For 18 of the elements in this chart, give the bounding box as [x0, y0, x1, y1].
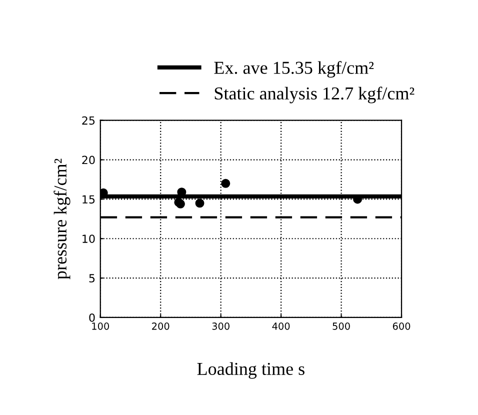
- y-axis-title: pressure kgf/cm²: [54, 158, 70, 280]
- legend-label: Ex. ave 15.35 kgf/cm²: [214, 61, 374, 78]
- y-tick-label: 15: [82, 195, 95, 204]
- y-tick-label: 10: [82, 234, 95, 244]
- x-tick-label: 200: [152, 322, 170, 330]
- y-tick-label: 25: [82, 116, 95, 125]
- x-tick-label: 300: [212, 322, 230, 330]
- x-tick-label: 400: [272, 322, 290, 330]
- legend-label: Static analysis 12.7 kgf/cm²: [214, 86, 414, 104]
- point: [221, 178, 230, 188]
- x-tick-label: 500: [332, 322, 350, 330]
- y-tick-label: 20: [82, 156, 95, 164]
- y-tick-label: 5: [89, 274, 95, 282]
- x-axis-title: Loading time s: [197, 362, 304, 379]
- point: [195, 198, 204, 208]
- y-tick-label: 0: [89, 313, 95, 322]
- x-tick-label: 100: [92, 322, 110, 330]
- x-tick-label: 600: [392, 322, 410, 330]
